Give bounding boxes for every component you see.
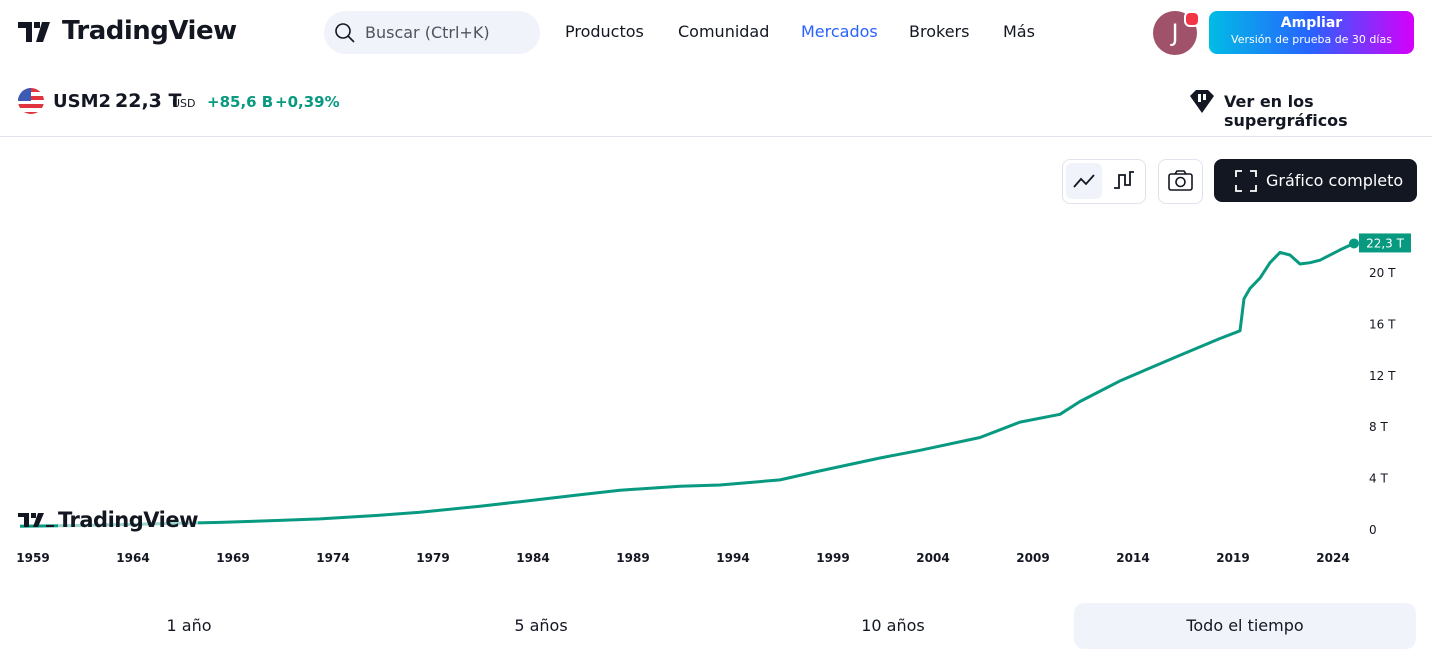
chart-style-group bbox=[1062, 159, 1146, 204]
nav-item[interactable]: Comunidad bbox=[678, 22, 770, 41]
nav-item[interactable]: Más bbox=[1003, 22, 1035, 41]
x-tick-label: 1969 bbox=[216, 551, 249, 565]
y-tick-label: 20 T bbox=[1369, 266, 1396, 280]
last-point bbox=[1349, 238, 1359, 249]
search-placeholder: Buscar (Ctrl+K) bbox=[365, 23, 490, 42]
x-tick-label: 1964 bbox=[116, 551, 149, 565]
x-tick-label: 1979 bbox=[416, 551, 449, 565]
line-style-button[interactable] bbox=[1066, 163, 1102, 199]
search-box[interactable]: Buscar (Ctrl+K) bbox=[324, 11, 540, 54]
x-tick-label: 1984 bbox=[516, 551, 549, 565]
nav-item[interactable]: Productos bbox=[565, 22, 644, 41]
range-button[interactable]: 1 año bbox=[166, 616, 212, 635]
step-style-button[interactable] bbox=[1106, 163, 1142, 199]
symbol-change: +85,6 B bbox=[207, 93, 274, 111]
upgrade-sub: Versión de prueba de 30 días bbox=[1231, 33, 1392, 46]
flag-icon bbox=[18, 88, 44, 114]
symbol-price: 22,3 T bbox=[115, 90, 182, 112]
x-tick-label: 1974 bbox=[316, 551, 349, 565]
search-icon bbox=[335, 23, 355, 43]
upgrade-button[interactable]: Ampliar Versión de prueba de 30 días bbox=[1209, 11, 1414, 54]
x-tick-label: 1999 bbox=[816, 551, 849, 565]
logo-icon[interactable] bbox=[18, 20, 56, 44]
x-tick-label: 1959 bbox=[16, 551, 49, 565]
y-tick-label: 8 T bbox=[1369, 420, 1388, 434]
camera-icon bbox=[1168, 170, 1193, 191]
x-tick-label: 1989 bbox=[616, 551, 649, 565]
notification-dot bbox=[1184, 11, 1200, 27]
symbol-change-pct: +0,39% bbox=[275, 93, 340, 111]
symbol-name: USM2 bbox=[53, 91, 112, 112]
data-line bbox=[19, 242, 1355, 528]
y-tick-label: 16 T bbox=[1369, 317, 1396, 331]
x-tick-label: 2024 bbox=[1316, 551, 1349, 565]
supercharts-icon[interactable] bbox=[1188, 89, 1216, 115]
step-icon bbox=[1114, 171, 1134, 189]
x-tick-label: 1994 bbox=[716, 551, 749, 565]
nav-item[interactable]: Mercados bbox=[801, 22, 878, 41]
y-tick-label: 4 T bbox=[1369, 472, 1388, 486]
x-tick-label: 2009 bbox=[1016, 551, 1049, 565]
snapshot-button[interactable] bbox=[1158, 159, 1203, 204]
x-tick-label: 2014 bbox=[1116, 551, 1149, 565]
y-tick-label: 12 T bbox=[1369, 369, 1396, 383]
watermark-text: TradingView bbox=[58, 508, 198, 532]
range-button[interactable]: Todo el tiempo bbox=[1074, 603, 1416, 649]
x-tick-label: 2019 bbox=[1216, 551, 1249, 565]
range-button[interactable]: 5 años bbox=[514, 616, 568, 635]
upgrade-label: Ampliar bbox=[1280, 15, 1343, 31]
y-tick-label: 0 bbox=[1369, 523, 1377, 537]
supercharts-link[interactable]: Ver en los supergráficos bbox=[1224, 92, 1348, 130]
range-button[interactable]: 10 años bbox=[861, 616, 925, 635]
value-label: 22,3 T bbox=[1366, 236, 1405, 250]
symbol-currency: USD bbox=[172, 97, 196, 110]
x-tick-label: 2004 bbox=[916, 551, 949, 565]
chart: 0 4 T 8 T 12 T 16 T 20 T 1959 1964 1969 1974 1979 1… bbox=[16, 233, 1411, 565]
fullscreen-icon bbox=[1235, 170, 1257, 192]
watermark-icon bbox=[18, 513, 54, 527]
line-icon bbox=[1073, 174, 1095, 188]
nav-item[interactable]: Brokers bbox=[909, 22, 970, 41]
full-chart-label: Gráfico completo bbox=[1266, 171, 1404, 190]
value-label-box bbox=[1359, 233, 1411, 253]
full-chart-button[interactable]: Gráfico completo bbox=[1214, 159, 1417, 202]
logo-text[interactable]: TradingView bbox=[62, 16, 237, 46]
divider bbox=[0, 136, 1432, 137]
